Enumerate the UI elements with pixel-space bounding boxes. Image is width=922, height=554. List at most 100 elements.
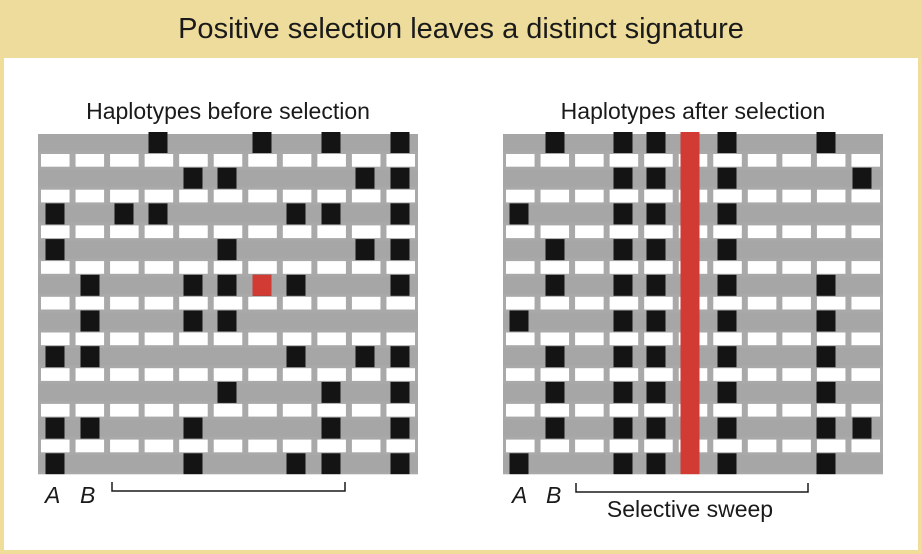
spacer-dash (540, 439, 570, 453)
spacer-dash (386, 296, 415, 310)
spacer-dash (213, 296, 243, 310)
spacer-dash (747, 189, 777, 203)
spacer-dash (851, 403, 880, 417)
allele-marker (80, 310, 100, 332)
spacer-dash (851, 154, 880, 167)
spacer-dash (386, 154, 415, 167)
spacer-dash (506, 368, 535, 381)
allele-marker (217, 310, 237, 332)
spacer-dash (41, 296, 70, 310)
allele-marker (717, 274, 737, 296)
spacer-dash (282, 261, 312, 274)
spacer-dash (75, 296, 105, 310)
spacer-dash (386, 368, 415, 381)
allele-marker (286, 453, 306, 475)
spacer-dash (386, 225, 415, 239)
spacer-dash (816, 296, 846, 310)
spacer-dash (351, 154, 381, 167)
allele-marker (613, 346, 633, 368)
spacer-dash (575, 225, 604, 239)
allele-marker (646, 346, 666, 368)
spacer-dash (213, 154, 243, 167)
spacer-dash (248, 154, 277, 167)
spacer-dash (144, 439, 174, 453)
allele-marker (217, 381, 237, 403)
brackets (111, 482, 809, 493)
allele-marker (816, 132, 836, 153)
allele-marker (613, 274, 633, 296)
spacer-dash (575, 154, 604, 167)
allele-marker (286, 203, 306, 225)
spacer-dash (609, 296, 639, 310)
spacer-dash (248, 403, 277, 417)
spacer-dash (644, 368, 673, 381)
spacer-dash (110, 261, 139, 274)
spacer-dash (248, 296, 277, 310)
selected-allele (252, 274, 272, 296)
spacer-dash (816, 368, 846, 381)
spacer-dash (351, 368, 381, 381)
spacer-dash (575, 332, 604, 346)
spacer-dash (747, 154, 777, 167)
spacer-dash (851, 261, 880, 274)
selective-sweep-label: Selective sweep (606, 496, 774, 522)
allele-marker (286, 274, 306, 296)
spacer-dash (317, 225, 346, 239)
spacer-dash (575, 439, 604, 453)
allele-marker (390, 239, 410, 261)
spacer-dash (144, 154, 174, 167)
spacer-dash (713, 225, 742, 239)
spacer-dash (386, 439, 415, 453)
allele-marker (217, 274, 237, 296)
spacer-dash (179, 225, 208, 239)
allele-marker (852, 167, 872, 189)
spacer-dash (782, 403, 811, 417)
spacer-dash (713, 189, 742, 203)
allele-marker (321, 453, 341, 475)
haplotype-panel-before (37, 132, 419, 493)
panel-bottom-mask (37, 474, 419, 493)
spacer-dash (644, 332, 673, 346)
spacer-dash (110, 225, 139, 239)
spacer-dash (110, 368, 139, 381)
spacer-dash (386, 403, 415, 417)
spacer-dash (317, 439, 346, 453)
spacer-dash (351, 261, 381, 274)
allele-marker (613, 239, 633, 261)
spacer-dash (317, 154, 346, 167)
spacer-dash (75, 225, 105, 239)
spacer-dash (179, 403, 208, 417)
spacer-dash (609, 332, 639, 346)
chromosome-bar (38, 455, 418, 473)
spacer-dash (144, 189, 174, 203)
spacer-dash (575, 189, 604, 203)
allele-marker (183, 167, 203, 189)
spacer-dash (248, 332, 277, 346)
allele-marker (717, 417, 737, 439)
spacer-dash (713, 332, 742, 346)
figure-title: Positive selection leaves a distinct sig… (0, 0, 922, 58)
spacer-dash (317, 332, 346, 346)
allele-marker (390, 346, 410, 368)
spacer-dash (540, 296, 570, 310)
spacer-dash (282, 403, 312, 417)
allele-marker (217, 167, 237, 189)
spacer-dash (317, 403, 346, 417)
spacer-dash (713, 154, 742, 167)
allele-marker (545, 381, 565, 403)
spacer-dash (851, 225, 880, 239)
spacer-dash (110, 403, 139, 417)
spacer-dash (851, 332, 880, 346)
spacer-dash (248, 261, 277, 274)
spacer-dash (782, 154, 811, 167)
allele-marker (613, 132, 633, 153)
allele-marker (509, 310, 529, 332)
allele-marker (545, 417, 565, 439)
spacer-dash (110, 154, 139, 167)
allele-marker (646, 453, 666, 475)
selected-allele-column (680, 132, 700, 473)
spacer-dash (179, 296, 208, 310)
spacer-dash (144, 368, 174, 381)
spacer-dash (110, 189, 139, 203)
